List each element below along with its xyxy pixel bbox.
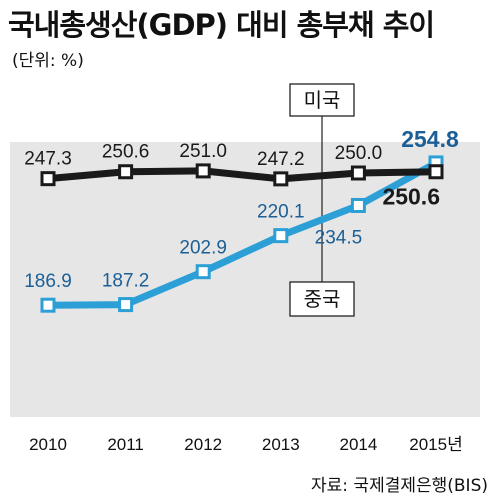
legend-label: 중국 [304,287,341,311]
us-data-label: 247.3 [24,149,72,170]
us-data-label: 251.0 [179,141,227,162]
china-series-point [118,297,134,313]
us-data-label: 247.2 [257,149,305,170]
china-series-line [47,159,438,309]
source-note: 자료: 국제결제은행(BIS) [311,476,488,496]
china-series-point [350,197,366,213]
us-series-point [118,164,134,180]
legend-label: 미국 [304,88,341,112]
x-tick-label: 2010 [29,435,67,454]
china-series-point [273,228,289,244]
us-data-label: 250.0 [335,143,383,164]
series-layer [40,155,444,313]
us-series-point [273,171,289,187]
chart-title: 국내총생산(GDP) 대비 총부채 추이 [8,8,435,42]
us-data-label: 250.6 [102,142,150,163]
china-series-point [40,297,56,313]
china-data-label: 234.5 [315,227,363,248]
us-series-point [195,163,211,179]
china-data-label: 202.9 [179,238,227,259]
labels-layer: 247.3 250.6 251.0 247.2 250.0 250.6 186.9 187.2… [24,126,459,292]
china-data-label: 186.9 [24,271,72,292]
us-series-line [47,167,437,183]
china-data-label: 254.8 [401,126,459,152]
x-tick-label: 2011 [107,435,144,454]
legend-box [289,281,355,317]
us-data-label: 250.6 [382,184,440,210]
china-data-label: 187.2 [102,271,150,292]
x-tick-label: 2014 [339,435,377,454]
us-series-point [428,164,444,180]
china-series-point [195,264,211,280]
x-axis: 2010 2011 2012 2013 2014 2015년 [29,435,463,454]
plot-background [10,142,480,417]
legend-box [289,83,355,117]
x-tick-label: 2012 [184,435,222,454]
unit-label: (단위: %) [12,51,84,71]
x-tick-label: 2013 [262,435,300,454]
us-series-point [350,165,366,181]
china-data-label: 220.1 [257,202,305,223]
us-series-point [40,171,56,187]
x-tick-label: 2015년 [409,435,462,454]
